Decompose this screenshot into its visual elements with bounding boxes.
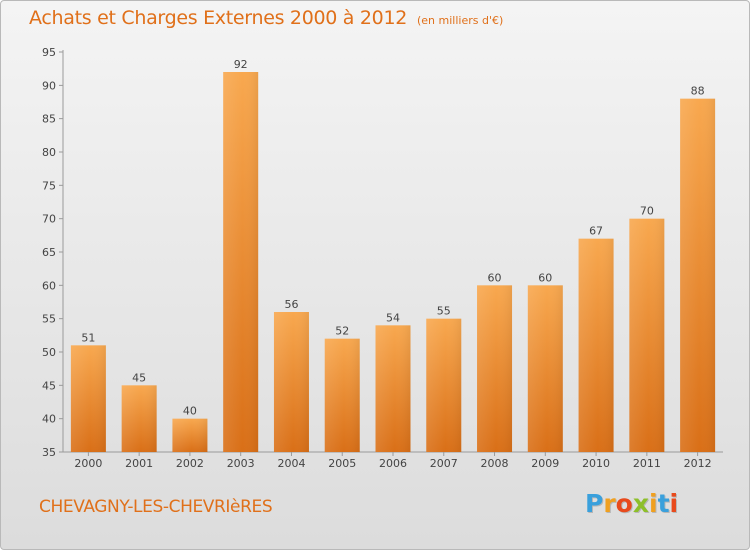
data-label: 51 — [81, 331, 95, 344]
bar-shade-2007 — [426, 318, 462, 452]
logo-letter: r — [603, 489, 616, 518]
y-tick-label: 90 — [42, 79, 56, 92]
y-tick-label: 60 — [42, 279, 56, 292]
x-tick-label: 2002 — [176, 457, 204, 470]
bar-shade-2005 — [324, 338, 360, 452]
bar-shade-2006 — [375, 325, 411, 452]
y-tick-label: 75 — [42, 179, 56, 192]
data-label: 70 — [640, 205, 654, 218]
bars-layer — [70, 72, 716, 453]
commune-name: CHEVAGNY-LES-CHEVRIèRES — [39, 497, 273, 517]
logo-letter: i — [669, 489, 679, 518]
y-tick-label: 70 — [42, 213, 56, 226]
x-tick-label: 2008 — [481, 457, 509, 470]
y-tick-label: 55 — [42, 313, 56, 326]
data-label: 52 — [335, 325, 349, 338]
x-tick-label: 2005 — [328, 457, 356, 470]
bar-shade-2008 — [477, 285, 513, 452]
bar-shade-2001 — [121, 385, 157, 452]
logo-letter: P — [585, 489, 604, 518]
bar-shade-2004 — [273, 312, 309, 452]
chart-subtitle: (en milliers d'€) — [417, 14, 504, 27]
logo-letter: x — [632, 489, 649, 518]
x-tick-label: 2009 — [531, 457, 559, 470]
y-tick-label: 65 — [42, 246, 56, 259]
x-tick-label: 2001 — [125, 457, 153, 470]
x-tick-label: 2012 — [684, 457, 712, 470]
data-label: 88 — [691, 85, 705, 98]
logo-letter: t — [657, 489, 670, 518]
data-label: 45 — [132, 371, 146, 384]
data-label: 56 — [284, 298, 298, 311]
labels-layer: 2000 51 2001 45 2002 40 2003 92 2004 56 2005 52 2006… — [74, 58, 711, 470]
bar-shade-2002 — [172, 418, 208, 452]
y-tick-label: 40 — [42, 413, 56, 426]
y-tick-label: 80 — [42, 146, 56, 159]
data-label: 55 — [437, 305, 451, 318]
x-tick-label: 2011 — [633, 457, 661, 470]
data-label: 40 — [183, 405, 197, 418]
bar-shade-2000 — [70, 345, 106, 452]
data-label: 60 — [488, 271, 502, 284]
x-tick-label: 2003 — [227, 457, 255, 470]
bar-shade-2009 — [527, 285, 563, 452]
logo-letter: i — [649, 489, 658, 518]
x-tick-label: 2000 — [74, 457, 102, 470]
chart-title: Achats et Charges Externes 2000 à 2012 — [29, 7, 408, 29]
bar-shade-2011 — [629, 218, 665, 452]
data-label: 60 — [538, 271, 552, 284]
y-tick-label: 95 — [42, 46, 56, 59]
y-tick-label: 45 — [42, 379, 56, 392]
bar-shade-2012 — [680, 98, 716, 453]
x-tick-label: 2010 — [582, 457, 610, 470]
bar-shade-2003 — [223, 72, 259, 452]
y-tick-label: 35 — [42, 446, 56, 459]
x-tick-label: 2007 — [430, 457, 458, 470]
data-label: 92 — [234, 58, 248, 71]
data-label: 67 — [589, 225, 603, 238]
y-tick-label: 85 — [42, 113, 56, 126]
x-tick-label: 2006 — [379, 457, 407, 470]
data-label: 54 — [386, 311, 400, 324]
x-tick-label: 2004 — [277, 457, 305, 470]
proxiti-logo: Proxiti — [585, 489, 678, 518]
bar-shade-2010 — [578, 238, 614, 452]
y-tick-label: 50 — [42, 346, 56, 359]
logo-letter: o — [615, 489, 633, 518]
